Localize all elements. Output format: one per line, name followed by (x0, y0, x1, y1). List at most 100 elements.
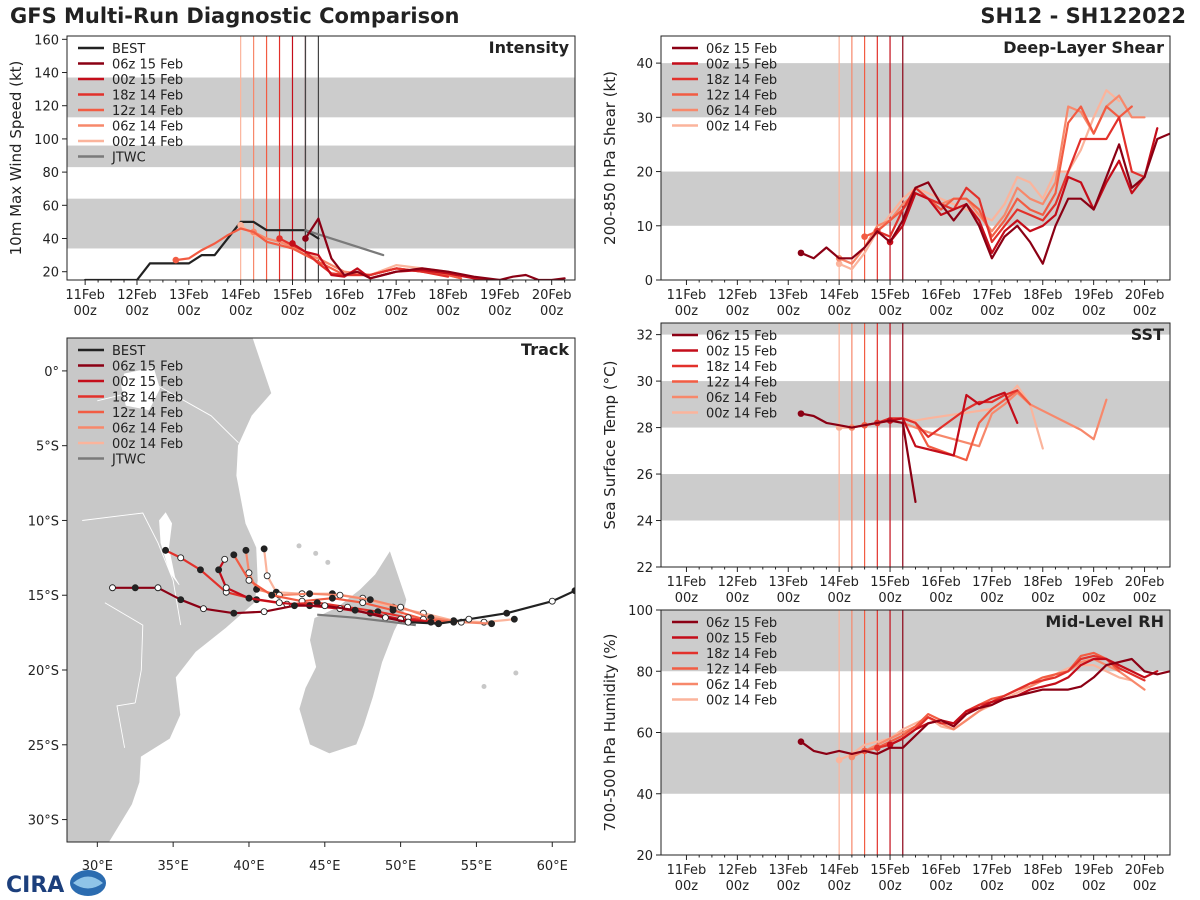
x-tick-hour-label: 00z (1133, 879, 1157, 894)
x-tick-hour-label: 00z (827, 304, 851, 319)
legend-label: 18z 14 Feb (706, 360, 777, 375)
lat-tick-label: 10°S (28, 514, 59, 529)
x-tick-hour-label: 00z (177, 304, 201, 319)
legend-label: 00z 14 Feb (706, 120, 777, 135)
legend-label: 06z 15 Feb (706, 616, 777, 631)
legend-label: 18z 14 Feb (112, 391, 183, 406)
track-position-marker (328, 594, 336, 602)
legend-label: BEST (112, 344, 145, 359)
track-position-marker (109, 584, 116, 592)
x-tick-hour-label: 00z (878, 879, 902, 894)
legend-label: 00z 15 Feb (112, 375, 183, 390)
jtwc-track-line (317, 613, 416, 627)
x-tick-day-label: 19Feb (1074, 863, 1114, 878)
series-line (888, 657, 1159, 746)
cira-logo: CIRA (6, 870, 106, 898)
y-tick-label: 24 (636, 515, 653, 530)
y-tick-label: 32 (636, 329, 653, 344)
series-line (291, 242, 501, 280)
best-line (83, 220, 320, 280)
x-tick-hour-label: 00z (1082, 879, 1106, 894)
track-position-marker (242, 546, 250, 554)
series-line (876, 389, 1019, 438)
x-tick-hour-label: 00z (1031, 304, 1055, 319)
x-tick-day-label: 11Feb (667, 575, 707, 590)
series-line (799, 412, 917, 503)
x-tick-day-label: 14Feb (221, 288, 261, 303)
track-position-marker (263, 572, 271, 580)
track-position-marker (510, 615, 518, 623)
track-position-marker (260, 608, 268, 616)
track-position-marker (351, 606, 359, 614)
x-tick-hour-label: 00z (281, 304, 305, 319)
panel-title: Track (521, 340, 569, 359)
track-position-marker (321, 602, 329, 610)
x-tick-day-label: 11Feb (667, 863, 707, 878)
panel-title: Intensity (489, 38, 570, 57)
legend-label: 06z 15 Feb (112, 58, 183, 73)
panel-title: SST (1131, 325, 1164, 344)
x-tick-hour-label: 00z (1082, 304, 1106, 319)
plot-area (797, 384, 1108, 503)
y-tick-label: 40 (636, 57, 653, 72)
track-position-marker (177, 554, 185, 562)
track-line (112, 586, 409, 624)
jtwc-line (304, 229, 385, 257)
series-line (863, 651, 1121, 753)
x-tick-day-label: 11Feb (667, 288, 707, 303)
series-line (304, 217, 566, 280)
x-tick-day-label: 12Feb (718, 863, 758, 878)
y-tick-label: 22 (636, 561, 653, 576)
track-position-marker (503, 609, 511, 617)
x-tick-hour-label: 00z (878, 591, 902, 606)
y-tick-label: 60 (42, 199, 59, 214)
x-tick-hour-label: 00z (726, 879, 750, 894)
x-tick-day-label: 20Feb (532, 288, 572, 303)
x-tick-hour-label: 00z (980, 591, 1004, 606)
x-tick-hour-label: 00z (726, 591, 750, 606)
legend-label: 06z 14 Feb (112, 422, 183, 437)
plot-area (83, 217, 566, 280)
x-tick-hour-label: 00z (540, 304, 564, 319)
x-tick-hour-label: 00z (777, 879, 801, 894)
island (313, 550, 319, 556)
x-tick-hour-label: 00z (1082, 591, 1106, 606)
y-tick-label: 120 (34, 100, 59, 115)
track-position-marker (435, 620, 442, 628)
y-tick-label: 10 (636, 220, 653, 235)
x-tick-day-label: 18Feb (1023, 288, 1063, 303)
legend-label: 06z 15 Feb (706, 42, 777, 57)
series-line (888, 127, 1159, 254)
x-tick-day-label: 15Feb (273, 288, 313, 303)
y-tick-label: 30 (636, 111, 653, 126)
series-start-point (835, 756, 843, 764)
series-start-point (797, 249, 805, 257)
track-position-marker (571, 587, 575, 595)
best-track-line (408, 589, 575, 625)
track-position-marker (389, 606, 397, 614)
panel-p0: 2040608010012014016011Feb00z12Feb00z13Fe… (7, 33, 576, 319)
y-axis-label: 10m Max Wind Speed (kt) (7, 61, 25, 256)
figure-title: GFS Multi-Run Diagnostic Comparison (10, 4, 460, 28)
legend-label: 00z 15 Feb (706, 58, 777, 73)
track-position-marker (359, 599, 367, 607)
track-position-marker (260, 545, 268, 553)
panel-p2: 22242628303211Feb00z12Feb00z13Feb00z14Fe… (601, 322, 1171, 606)
track-position-marker (336, 591, 344, 599)
y-tick-label: 60 (636, 727, 653, 742)
x-tick-day-label: 11Feb (65, 288, 105, 303)
track-position-marker (196, 566, 204, 574)
x-tick-day-label: 14Feb (819, 863, 859, 878)
x-tick-hour-label: 00z (125, 304, 149, 319)
track-position-marker (488, 620, 496, 628)
y-tick-label: 100 (628, 604, 653, 619)
track-position-marker (306, 590, 314, 598)
x-tick-day-label: 13Feb (169, 288, 209, 303)
legend-label: 06z 15 Feb (706, 329, 777, 344)
x-tick-hour-label: 00z (229, 304, 253, 319)
legend-label: 06z 14 Feb (706, 678, 777, 693)
x-tick-day-label: 18Feb (1023, 575, 1063, 590)
lon-tick-label: 45°E (309, 859, 340, 874)
legend-label: JTWC (111, 453, 146, 468)
